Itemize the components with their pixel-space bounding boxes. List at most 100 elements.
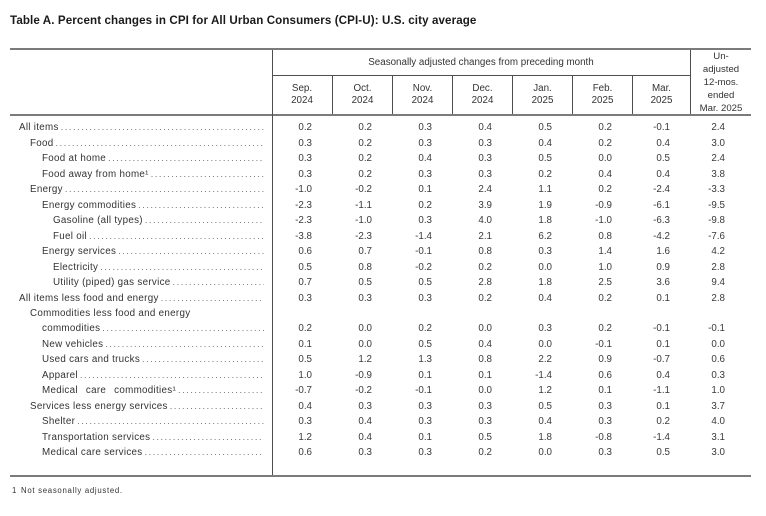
table-row: All items less food and energy..........… — [10, 291, 751, 307]
cell-value: 0.4 — [298, 400, 312, 412]
cell-value: 0.2 — [298, 122, 312, 133]
cell-value: 0.3 — [598, 400, 612, 412]
cell-value: 0.2 — [418, 323, 432, 335]
dot-leader: ........................................… — [79, 369, 264, 380]
cell-value: 0.4 — [358, 431, 372, 443]
table-body: All items...............................… — [10, 116, 751, 475]
cell-value: -0.9 — [355, 369, 372, 381]
cell-value: 0.0 — [478, 323, 492, 335]
cell-value: 0.3 — [298, 168, 312, 180]
cell-value: 0.1 — [598, 385, 612, 397]
row-label-cell: Utility (piped) gas service.............… — [10, 275, 272, 291]
cell-value: 0.2 — [598, 184, 612, 196]
row-label: Food — [30, 137, 54, 149]
row-label: New vehicles — [42, 338, 104, 350]
table-row: Used cars and trucks....................… — [10, 352, 751, 368]
row-label-cell: Used cars and trucks....................… — [10, 352, 272, 368]
dot-leader: ........................................… — [55, 137, 264, 148]
cell-value: -9.8 — [708, 215, 725, 227]
cell-value: 0.5 — [656, 153, 670, 165]
cell-value: 0.5 — [538, 122, 552, 133]
dot-leader: ........................................… — [102, 323, 264, 334]
row-label: Medical care services — [42, 447, 143, 459]
cell-value: 0.2 — [538, 168, 552, 180]
cell-value: 0.1 — [418, 431, 432, 443]
cell-value: 0.5 — [298, 261, 312, 273]
table-row: Energy commodities......................… — [10, 198, 751, 214]
cell-value: 0.4 — [656, 168, 670, 180]
table-row: New vehicles............................… — [10, 337, 751, 353]
cell-value: 0.3 — [418, 137, 432, 149]
cell-value: 1.0 — [598, 261, 612, 273]
cell-value: 0.8 — [358, 261, 372, 273]
cell-value: 0.6 — [598, 369, 612, 381]
row-label-cell: Gasoline (all types)....................… — [10, 213, 272, 229]
cell-value: 2.8 — [711, 293, 725, 305]
cell-value: 4.0 — [711, 416, 725, 428]
column-header-month: Nov. 2024 — [392, 76, 452, 114]
cell-value: 0.4 — [656, 369, 670, 381]
cell-value: 0.3 — [478, 137, 492, 149]
cell-value: 0.1 — [656, 400, 670, 412]
row-label: Electricity — [53, 261, 99, 273]
table-header: Seasonally adjusted changes from precedi… — [10, 50, 751, 116]
dot-leader: ........................................… — [60, 122, 264, 132]
cell-value: 1.4 — [598, 246, 612, 258]
cell-value: 3.1 — [711, 431, 725, 443]
cell-value: 1.8 — [538, 431, 552, 443]
cell-value: 0.3 — [418, 168, 432, 180]
cell-value: 0.8 — [598, 230, 612, 242]
cell-value: 0.4 — [418, 153, 432, 165]
dot-leader: ........................................… — [108, 153, 264, 164]
cell-value: 3.8 — [711, 168, 725, 180]
row-label: Services less energy services — [30, 400, 168, 412]
cell-value: 0.2 — [598, 137, 612, 149]
cell-value: -2.3 — [355, 230, 372, 242]
cell-value: 0.0 — [711, 338, 725, 350]
cell-value: 3.0 — [711, 447, 725, 459]
cell-value: 3.9 — [478, 199, 492, 211]
cell-value: 0.2 — [598, 323, 612, 335]
cell-value: 2.4 — [711, 153, 725, 165]
cell-value: 0.0 — [598, 153, 612, 165]
cell-value: 0.1 — [418, 369, 432, 381]
cell-value: 1.3 — [418, 354, 432, 366]
cell-value: -0.2 — [355, 385, 372, 397]
table-row: Fuel oil................................… — [10, 229, 751, 245]
row-label: Energy services — [42, 246, 117, 258]
dot-leader: ........................................… — [152, 431, 264, 442]
stub-divider-line — [272, 50, 273, 476]
cell-value: -1.4 — [653, 431, 670, 443]
months-column-group: Seasonally adjusted changes from precedi… — [272, 50, 690, 114]
row-label: Energy commodities — [42, 199, 137, 211]
cell-value: -0.2 — [415, 261, 432, 273]
cell-value: 0.3 — [298, 416, 312, 428]
footnote-marker: 1 — [12, 486, 18, 495]
footnote-text: Not seasonally adjusted. — [21, 486, 123, 495]
cell-value: -2.4 — [653, 184, 670, 196]
table-row: Gasoline (all types)....................… — [10, 213, 751, 229]
row-label-cell: Fuel oil................................… — [10, 229, 272, 245]
table-row: Energy..................................… — [10, 182, 751, 198]
cell-value: 0.2 — [298, 323, 312, 335]
cell-value: 1.9 — [538, 199, 552, 211]
cell-value: 0.3 — [538, 246, 552, 258]
table-row: Food....................................… — [10, 136, 751, 152]
cell-value: 0.1 — [478, 369, 492, 381]
cell-value: 0.4 — [538, 137, 552, 149]
cell-value: 0.0 — [538, 447, 552, 459]
table-row: Electricity.............................… — [10, 260, 751, 276]
cell-value: -3.3 — [708, 184, 725, 196]
cell-value: 2.8 — [711, 261, 725, 273]
cell-value: 0.3 — [418, 447, 432, 459]
dot-leader: ........................................… — [144, 215, 264, 226]
cell-value: 1.2 — [538, 385, 552, 397]
cell-value: -3.8 — [295, 230, 312, 242]
cell-value: 0.4 — [538, 293, 552, 305]
cell-value: 0.6 — [298, 246, 312, 258]
cell-value: 0.2 — [358, 153, 372, 165]
dot-leader: ........................................… — [100, 261, 264, 272]
cell-value: 0.2 — [478, 293, 492, 305]
cell-value: 0.4 — [358, 416, 372, 428]
